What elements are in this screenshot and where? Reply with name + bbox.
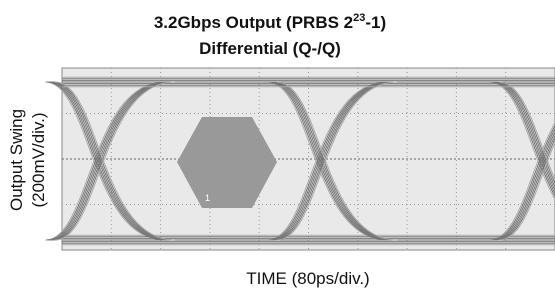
title-superscript: 23 bbox=[353, 12, 365, 24]
title-tail: -1) bbox=[365, 13, 386, 32]
chart-subtitle: Differential (Q-/Q) bbox=[199, 39, 341, 58]
y-axis-label: (200mV/div.) bbox=[29, 112, 48, 207]
y-axis-label: Output Swing bbox=[7, 109, 26, 211]
title-main: 3.2Gbps Output (PRBS 2 bbox=[154, 13, 353, 32]
page: 3.2Gbps Output (PRBS 223-1) Differential… bbox=[0, 0, 555, 297]
chart-title: 3.2Gbps Output (PRBS 223-1) bbox=[154, 12, 386, 32]
x-axis-label: TIME (80ps/div.) bbox=[246, 269, 369, 288]
chart: 3.2Gbps Output (PRBS 223-1) Differential… bbox=[0, 0, 555, 297]
mask-label: 1 bbox=[205, 193, 210, 203]
